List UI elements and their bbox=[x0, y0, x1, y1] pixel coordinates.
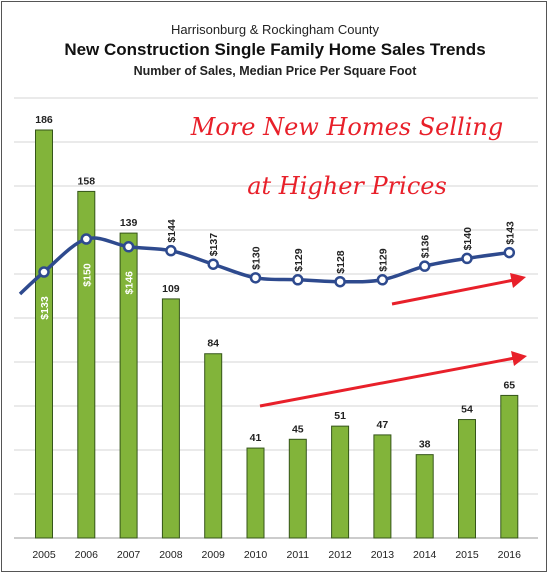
price-label-2007: $146 bbox=[124, 271, 136, 295]
bar-label-2016: 65 bbox=[503, 379, 515, 391]
x-tick-2005: 2005 bbox=[32, 549, 56, 561]
price-point-2008 bbox=[165, 244, 177, 257]
bar-2007 bbox=[119, 232, 138, 539]
price-point-2013 bbox=[376, 274, 389, 286]
price-label-2008: $144 bbox=[166, 219, 178, 243]
bar-label-2013: 47 bbox=[377, 419, 389, 431]
price-label-2011: $129 bbox=[293, 248, 305, 272]
x-tick-2016: 2016 bbox=[498, 549, 522, 561]
chart-title: New Construction Single Family Home Sale… bbox=[64, 40, 485, 59]
bar-2006 bbox=[77, 190, 96, 539]
x-tick-2015: 2015 bbox=[455, 549, 479, 561]
bar-label-2006: 158 bbox=[78, 175, 96, 187]
price-label-2010: $130 bbox=[251, 246, 263, 270]
bar-2015 bbox=[458, 419, 476, 539]
price-point-2005 bbox=[38, 266, 50, 278]
bar-2016 bbox=[500, 394, 519, 539]
bar-label-2009: 84 bbox=[207, 338, 219, 350]
bar-2005 bbox=[35, 129, 53, 539]
x-tick-2006: 2006 bbox=[75, 549, 99, 561]
price-line-series bbox=[18, 233, 516, 296]
x-tick-2010: 2010 bbox=[244, 549, 268, 561]
gridlines bbox=[14, 97, 538, 539]
bar-label-2010: 41 bbox=[250, 432, 262, 444]
price-point-2015 bbox=[461, 252, 473, 265]
price-point-2016 bbox=[503, 246, 516, 259]
bar-2012 bbox=[331, 425, 350, 539]
price-label-2009: $137 bbox=[208, 233, 220, 257]
price-point-2011 bbox=[292, 274, 304, 286]
bar-label-2012: 51 bbox=[334, 410, 346, 422]
bar-label-2011: 45 bbox=[292, 423, 304, 435]
bar-2008 bbox=[161, 298, 180, 539]
price-label-2012: $128 bbox=[335, 250, 347, 274]
x-tick-2013: 2013 bbox=[371, 549, 395, 561]
price-value-labels: $133 $150 $146 $144 $137 $130 $129 $128 $129 $136… bbox=[39, 219, 516, 320]
bar-value-labels: 186 158 139 109 84 41 45 51 47 38 54 65 bbox=[35, 114, 515, 451]
price-point-2006 bbox=[80, 233, 93, 245]
price-point-2007 bbox=[122, 241, 135, 253]
chart-supertitle: Harrisonburg & Rockingham County bbox=[171, 22, 380, 37]
bar-2009 bbox=[204, 353, 223, 539]
annotation-line-2: at Higher Prices bbox=[247, 172, 447, 200]
bar-label-2015: 54 bbox=[461, 404, 473, 416]
bar-2014 bbox=[415, 454, 434, 539]
x-axis-tick-labels: 2005 2006 2007 2008 2009 2010 2011 2012 2013 2014… bbox=[32, 549, 521, 561]
price-label-2016: $143 bbox=[504, 221, 516, 245]
bar-2011 bbox=[288, 438, 307, 539]
bar-label-2005: 186 bbox=[35, 114, 53, 126]
price-label-2006: $150 bbox=[81, 263, 93, 287]
price-label-2015: $140 bbox=[462, 227, 474, 251]
x-tick-2012: 2012 bbox=[328, 549, 352, 561]
bar-label-2008: 109 bbox=[162, 283, 180, 295]
price-point-2009 bbox=[207, 258, 219, 270]
bar-label-2007: 139 bbox=[120, 217, 138, 229]
bar-label-2014: 38 bbox=[419, 439, 431, 451]
price-label-2014: $136 bbox=[420, 235, 432, 259]
bar-2013 bbox=[373, 434, 392, 539]
trend-arrow-sales bbox=[259, 351, 527, 408]
x-tick-2014: 2014 bbox=[413, 549, 437, 561]
x-tick-2007: 2007 bbox=[117, 549, 141, 561]
bar-2010 bbox=[246, 447, 265, 539]
x-tick-2009: 2009 bbox=[202, 549, 226, 561]
chart-subtitle: Number of Sales, Median Price Per Square… bbox=[134, 64, 418, 78]
price-label-2005: $133 bbox=[39, 296, 51, 320]
x-tick-2008: 2008 bbox=[159, 549, 183, 561]
price-label-2013: $129 bbox=[377, 248, 389, 272]
price-point-2014 bbox=[418, 260, 431, 272]
trend-arrow-price bbox=[391, 273, 526, 306]
price-point-2010 bbox=[249, 272, 262, 284]
annotation-line-1: More New Homes Selling bbox=[190, 113, 503, 141]
price-point-2012 bbox=[334, 275, 346, 288]
x-tick-2011: 2011 bbox=[287, 549, 310, 561]
bar-series bbox=[35, 129, 519, 539]
